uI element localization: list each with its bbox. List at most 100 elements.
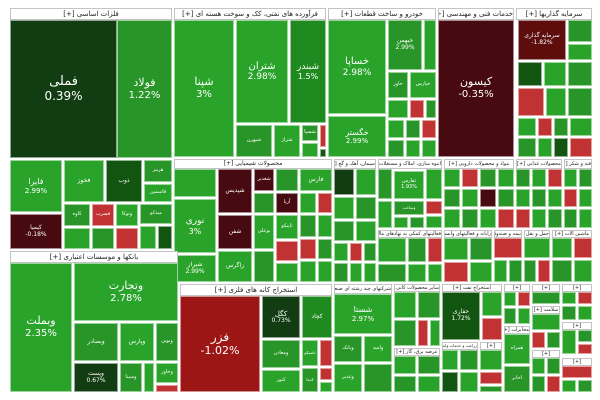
stock-tile[interactable]	[426, 100, 436, 118]
stock-tile-وسینا[interactable]: وسینا	[120, 363, 142, 392]
stock-tile[interactable]	[538, 138, 552, 157]
stock-tile[interactable]	[562, 330, 576, 354]
stock-tile[interactable]	[318, 239, 332, 259]
stock-tile[interactable]	[406, 120, 420, 138]
stock-tile-فایرا[interactable]: فایرا 2.99%	[10, 160, 62, 212]
stock-tile[interactable]	[418, 376, 440, 392]
stock-tile[interactable]	[564, 189, 577, 207]
stock-tile-ثفارس[interactable]: ثفارس 1.93%	[394, 171, 424, 199]
sector-header-real-estate[interactable]: انبوه سازی، املاک و مستغلات [+]	[378, 159, 442, 169]
stock-tile[interactable]	[406, 140, 420, 157]
sector-header-micro-sector-2[interactable]: [+]	[504, 284, 530, 292]
stock-tile-شفن[interactable]: شفن	[218, 215, 252, 249]
sector-header-agriculture[interactable]: زراعت و خدمات وابسته [+]	[442, 342, 478, 350]
stock-tile-کگل[interactable]: کگل 0.73%	[262, 296, 300, 338]
stock-tile[interactable]	[532, 292, 560, 304]
stock-tile[interactable]	[444, 238, 468, 260]
stock-tile[interactable]	[548, 189, 562, 207]
stock-tile-فسرب[interactable]: فسرب	[92, 204, 114, 226]
stock-tile[interactable]	[462, 189, 478, 207]
stock-tile[interactable]	[574, 260, 592, 282]
stock-tile[interactable]	[334, 263, 348, 282]
stock-tile-شغدیر[interactable]: شغدیر	[254, 169, 274, 191]
stock-tile[interactable]	[532, 189, 546, 207]
stock-tile-وخاور[interactable]: وخاور	[156, 363, 178, 383]
stock-tile[interactable]	[564, 209, 577, 228]
stock-tile-ذوب[interactable]: ذوب	[106, 160, 142, 202]
stock-tile-اخابر[interactable]: اخابر	[504, 366, 530, 392]
stock-tile[interactable]	[570, 118, 592, 136]
stock-tile[interactable]	[504, 292, 516, 306]
sector-header-multi-industry[interactable]: شرکتهای چند رشته ای صنعتی [+]	[334, 284, 392, 294]
sector-header-micro-sector-6[interactable]: [+]	[562, 322, 592, 330]
stock-tile[interactable]	[518, 308, 530, 324]
stock-tile-همراه[interactable]: همراه	[504, 334, 530, 364]
stock-tile-وتوکا[interactable]: وتوکا	[116, 204, 138, 226]
stock-tile[interactable]	[408, 238, 426, 262]
stock-tile[interactable]	[574, 238, 592, 258]
sector-header-chemicals[interactable]: محصولات شیمیایی [+]	[174, 159, 332, 169]
stock-tile[interactable]	[518, 62, 542, 86]
stock-tile[interactable]	[518, 88, 544, 116]
stock-tile[interactable]	[318, 215, 332, 237]
stock-tile[interactable]	[378, 169, 392, 199]
stock-tile-وتجارت[interactable]: وتجارت 2.78%	[74, 263, 178, 321]
stock-tile[interactable]	[480, 189, 496, 207]
stock-tile[interactable]	[418, 356, 440, 374]
stock-tile[interactable]	[554, 118, 568, 136]
stock-tile[interactable]	[410, 100, 424, 118]
stock-tile-شتران[interactable]: شتران 2.98%	[236, 20, 288, 123]
stock-tile[interactable]	[518, 118, 536, 136]
stock-tile[interactable]	[444, 189, 460, 207]
stock-tile-شپنا[interactable]: شپنا 3%	[174, 20, 234, 157]
stock-tile-سرمایه گذاری[interactable]: سرمایه گذاری -1.82%	[518, 20, 566, 60]
stock-tile[interactable]	[480, 386, 502, 392]
stock-tile-فاسمین[interactable]: فاسمین	[144, 184, 172, 202]
stock-tile[interactable]	[410, 217, 424, 228]
stock-tile[interactable]	[426, 216, 442, 228]
stock-tile[interactable]	[364, 364, 392, 392]
stock-tile[interactable]	[444, 262, 468, 282]
stock-tile[interactable]	[428, 264, 442, 282]
stock-tile[interactable]	[254, 251, 274, 282]
stock-tile-شراز[interactable]: شراز	[274, 125, 300, 157]
stock-tile[interactable]	[578, 344, 592, 354]
stock-tile[interactable]	[300, 261, 316, 282]
stock-tile-میدکو[interactable]: میدکو	[140, 204, 172, 224]
stock-tile-وامید[interactable]: وامید	[364, 336, 392, 362]
stock-tile[interactable]	[524, 238, 550, 258]
stock-tile[interactable]	[334, 169, 354, 195]
stock-tile[interactable]	[568, 62, 592, 86]
stock-tile[interactable]	[276, 241, 298, 261]
sector-header-computer[interactable]: رایانه و فعالیتهای وابسته [+]	[444, 230, 492, 238]
stock-tile[interactable]	[302, 143, 318, 157]
stock-tile[interactable]	[158, 226, 172, 249]
stock-tile[interactable]	[516, 209, 530, 228]
stock-tile[interactable]	[498, 209, 514, 228]
stock-tile[interactable]	[444, 169, 460, 187]
stock-tile[interactable]	[470, 262, 492, 282]
stock-tile[interactable]	[568, 44, 592, 60]
stock-tile[interactable]	[276, 169, 298, 191]
stock-tile-تاصیکو[interactable]: تاصیکو	[302, 340, 318, 366]
stock-tile-زاگرس[interactable]: زاگرس	[218, 251, 252, 282]
stock-tile[interactable]	[579, 189, 592, 207]
stock-tile[interactable]	[356, 197, 376, 219]
stock-tile[interactable]	[318, 261, 332, 282]
stock-tile[interactable]	[480, 372, 502, 384]
stock-tile[interactable]	[378, 238, 406, 262]
stock-tile-تاپیکو[interactable]: تاپیکو	[276, 215, 298, 239]
stock-tile[interactable]	[532, 314, 560, 330]
stock-tile[interactable]	[544, 62, 566, 86]
sector-header-metal-ores-mining[interactable]: استخراج کانه های فلزی [+]	[180, 284, 332, 296]
stock-tile-شسپا[interactable]: شسپا	[302, 125, 318, 141]
stock-tile[interactable]	[532, 169, 546, 187]
stock-tile[interactable]	[388, 120, 404, 138]
stock-tile[interactable]	[547, 332, 560, 348]
stock-tile[interactable]	[470, 238, 492, 260]
sector-header-health[interactable]: سلامت [+]	[532, 306, 560, 314]
stock-tile-وبصادر[interactable]: وبصادر	[74, 323, 118, 361]
stock-tile-وبانک[interactable]: وبانک	[334, 336, 362, 362]
stock-tile[interactable]	[442, 372, 458, 392]
stock-tile[interactable]	[524, 260, 536, 282]
